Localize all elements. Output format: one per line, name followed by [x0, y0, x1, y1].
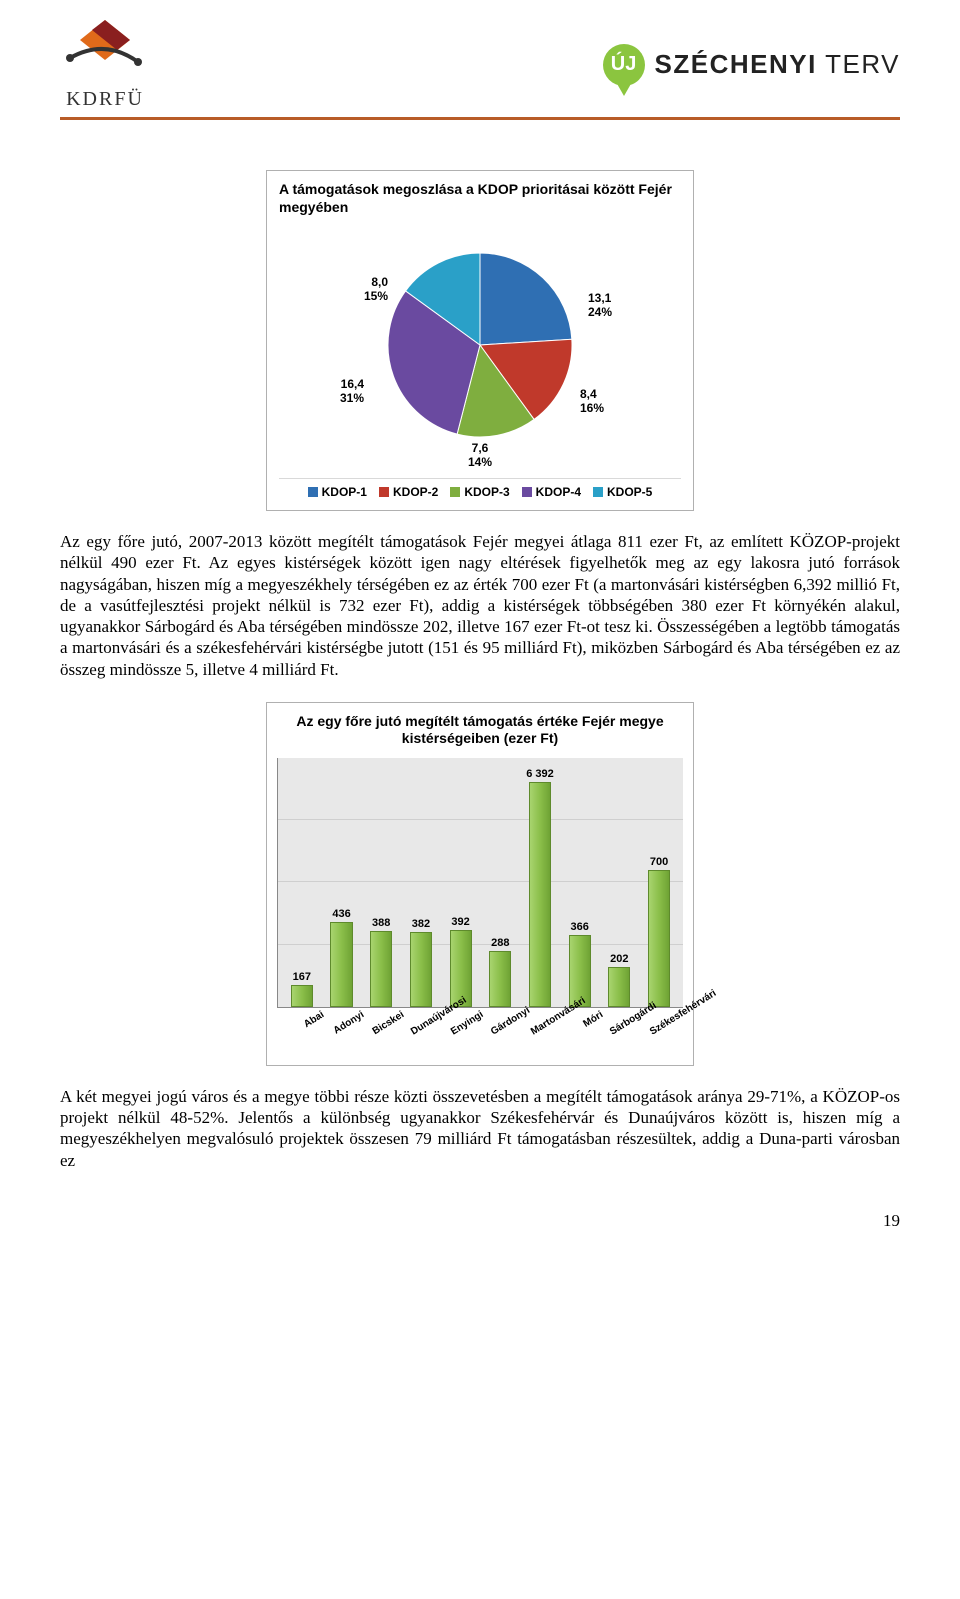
- bar-column: 700: [641, 856, 677, 1007]
- legend-label: KDOP-4: [536, 485, 581, 499]
- uj-badge-label: ÚJ: [603, 44, 645, 86]
- bar-value-label: 288: [491, 937, 509, 949]
- bar-column: 202: [601, 953, 637, 1007]
- bar: [529, 782, 551, 1007]
- pie-chart: 13,124%8,416%7,614%16,431%8,015%: [279, 230, 681, 460]
- szechenyi-brand: SZÉCHENYI TERV: [655, 49, 900, 80]
- legend-item: KDOP-2: [379, 485, 438, 499]
- bar-value-label: 167: [293, 971, 311, 983]
- bar-column: 167: [284, 971, 320, 1007]
- bar-column: 392: [443, 916, 479, 1007]
- bar-column: 366: [562, 921, 598, 1007]
- bar-column: 436: [324, 908, 360, 1007]
- legend-label: KDOP-5: [607, 485, 652, 499]
- legend-item: KDOP-3: [450, 485, 509, 499]
- pie-slice-percent: 31%: [340, 391, 364, 405]
- page-header: KDRFÜ ÚJ SZÉCHENYI TERV: [60, 18, 900, 111]
- szechenyi-bold: SZÉCHENYI: [655, 49, 817, 79]
- bar-chart-plot: 167 436 388 382 392 288 6 392 366 202 700: [277, 758, 683, 1008]
- bar-value-label: 392: [451, 916, 469, 928]
- bar: [489, 951, 511, 1007]
- legend-item: KDOP-4: [522, 485, 581, 499]
- legend-swatch: [450, 487, 460, 497]
- uj-pin-icon: ÚJ: [603, 44, 645, 86]
- bar: [291, 985, 313, 1007]
- bar-value-label: 436: [332, 908, 350, 920]
- pie-chart-container: A támogatások megoszlása a KDOP prioritá…: [266, 170, 694, 511]
- paragraph-2: A két megyei jogú város és a megye többi…: [60, 1086, 900, 1171]
- pie-slice-value: 8,0: [371, 275, 388, 289]
- paragraph-1: Az egy főre jutó, 2007-2013 között megít…: [60, 531, 900, 680]
- pie-slice-percent: 24%: [588, 305, 612, 319]
- legend-swatch: [522, 487, 532, 497]
- bar-chart-xlabels: AbaiAdonyiBicskeiDunaújvárosiEnyingiGárd…: [277, 1008, 683, 1031]
- pie-slice-value: 8,4: [580, 387, 597, 401]
- bar: [330, 922, 352, 1007]
- bar-column: 388: [363, 917, 399, 1007]
- page-number: 19: [60, 1211, 900, 1231]
- kdrfu-logo-icon: [60, 18, 150, 86]
- pie-slice: [480, 253, 572, 345]
- pie-slice-value: 16,4: [341, 377, 365, 391]
- bar: [648, 870, 670, 1007]
- logo-right: ÚJ SZÉCHENYI TERV: [603, 44, 900, 86]
- bar-value-label: 366: [570, 921, 588, 933]
- bar-value-label: 6 392: [526, 768, 554, 780]
- pie-slice-value: 13,1: [588, 291, 612, 305]
- bar-column: 288: [482, 937, 518, 1007]
- bar-column: 6 392: [522, 768, 558, 1007]
- bar: [370, 931, 392, 1007]
- szechenyi-rest: TERV: [817, 49, 900, 79]
- pie-slice-value: 7,6: [472, 441, 489, 455]
- bar-chart-container: Az egy főre jutó megítélt támogatás érté…: [266, 702, 694, 1066]
- pie-slice-percent: 15%: [364, 289, 388, 303]
- legend-label: KDOP-3: [464, 485, 509, 499]
- logo-left: KDRFÜ: [60, 18, 150, 111]
- legend-item: KDOP-1: [308, 485, 367, 499]
- pie-slice-percent: 16%: [580, 401, 604, 415]
- pie-chart-title: A támogatások megoszlása a KDOP prioritá…: [279, 181, 681, 216]
- bar: [608, 967, 630, 1007]
- legend-swatch: [593, 487, 603, 497]
- bar: [410, 932, 432, 1007]
- bar-value-label: 382: [412, 918, 430, 930]
- legend-swatch: [308, 487, 318, 497]
- bar-column: 382: [403, 918, 439, 1007]
- legend-label: KDOP-1: [322, 485, 367, 499]
- bar-value-label: 202: [610, 953, 628, 965]
- kdrfu-logo-text: KDRFÜ: [66, 88, 144, 111]
- legend-item: KDOP-5: [593, 485, 652, 499]
- bar-value-label: 388: [372, 917, 390, 929]
- pie-slice-percent: 14%: [468, 455, 492, 469]
- pie-legend: KDOP-1 KDOP-2 KDOP-3 KDOP-4 KDOP-5: [279, 478, 681, 500]
- bar-value-label: 700: [650, 856, 668, 868]
- header-divider: [60, 117, 900, 120]
- bar-chart-title: Az egy főre jutó megítélt támogatás érté…: [277, 713, 683, 748]
- legend-label: KDOP-2: [393, 485, 438, 499]
- legend-swatch: [379, 487, 389, 497]
